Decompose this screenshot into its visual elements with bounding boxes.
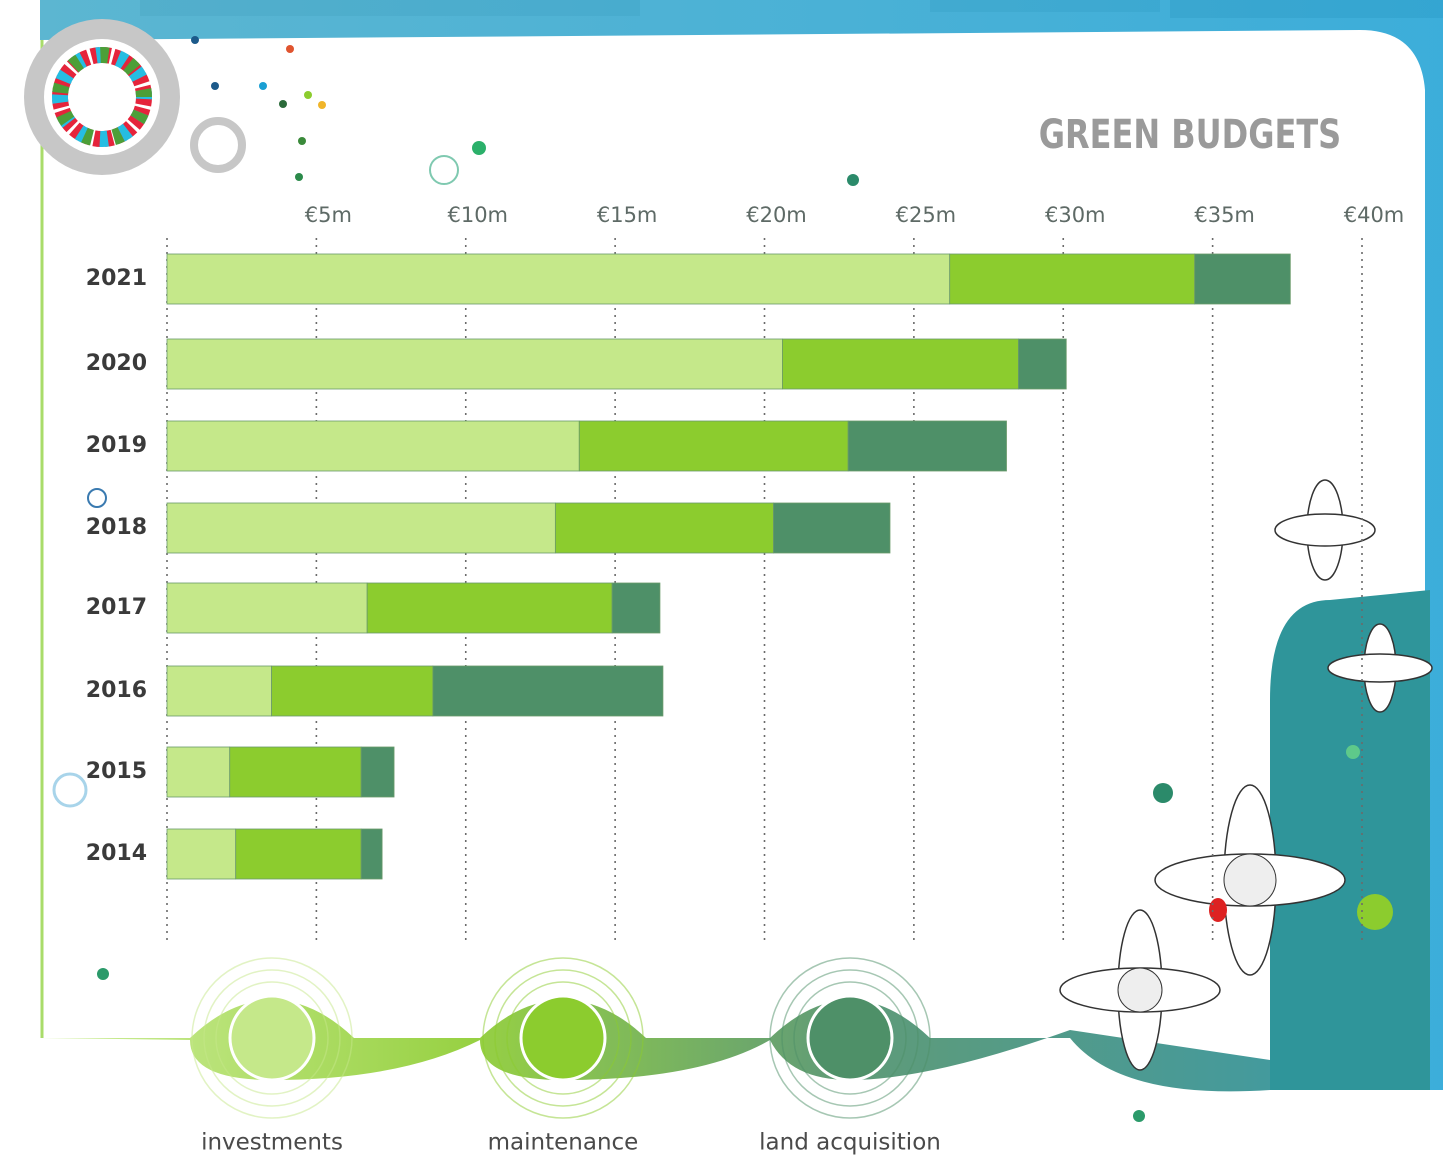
y-tick-label: 2014 <box>86 841 147 866</box>
legend-label: maintenance <box>488 1130 639 1156</box>
x-tick-label: €25m <box>896 203 957 227</box>
y-tick-label: 2021 <box>86 266 147 291</box>
y-tick-label: 2019 <box>86 433 147 458</box>
bar-segment <box>360 746 395 798</box>
x-tick-label: €35m <box>1194 203 1255 227</box>
legend-ring <box>494 969 632 1107</box>
bar-segment <box>554 502 774 554</box>
x-tick-label: €15m <box>597 203 658 227</box>
legend-ring <box>793 981 907 1095</box>
bar-segment <box>166 420 580 472</box>
bar-segment <box>432 665 664 717</box>
legend-ring <box>482 957 644 1119</box>
y-tick-label: 2020 <box>86 351 147 376</box>
legend-ring <box>506 981 620 1095</box>
legend-label: land acquisition <box>759 1130 941 1156</box>
legend-ring <box>191 957 353 1119</box>
legend-ring <box>769 957 931 1119</box>
bar-segment <box>847 420 1007 472</box>
y-tick-label: 2018 <box>86 515 147 540</box>
bar-segment <box>271 665 434 717</box>
bar-segment <box>166 338 783 390</box>
bar-segment <box>773 502 891 554</box>
legend-swatch <box>519 994 607 1082</box>
bar-segment <box>235 828 362 880</box>
bar-segment <box>611 582 661 634</box>
bar-segment <box>229 746 362 798</box>
chart-title: GREEN BUDGETS <box>1039 110 1341 157</box>
bar-segment <box>360 828 383 880</box>
legend-label: investments <box>201 1130 343 1156</box>
bar-segment <box>166 502 556 554</box>
y-tick-label: 2017 <box>86 595 147 620</box>
x-tick-label: €40m <box>1344 203 1405 227</box>
bar-segment <box>166 253 951 305</box>
legend-swatch <box>228 994 316 1082</box>
legend-swatch <box>806 994 894 1082</box>
bar-segment <box>366 582 613 634</box>
bar-segment <box>1018 338 1067 390</box>
bar-segment <box>1194 253 1291 305</box>
bar-segment <box>578 420 849 472</box>
bar-segment <box>166 665 272 717</box>
legend-ring <box>203 969 341 1107</box>
x-tick-label: €10m <box>447 203 508 227</box>
y-tick-label: 2016 <box>86 678 147 703</box>
x-tick-label: €20m <box>746 203 807 227</box>
legend-ring <box>215 981 329 1095</box>
bar-segment <box>949 253 1196 305</box>
bar-segment <box>166 828 237 880</box>
y-tick-label: 2015 <box>86 759 147 784</box>
x-tick-label: €30m <box>1045 203 1106 227</box>
legend-ring <box>781 969 919 1107</box>
bar-segment <box>166 746 231 798</box>
x-tick-label: €5m <box>305 203 352 227</box>
bar-segment <box>782 338 1019 390</box>
decor <box>24 0 1443 1122</box>
bar-segment <box>166 582 368 634</box>
